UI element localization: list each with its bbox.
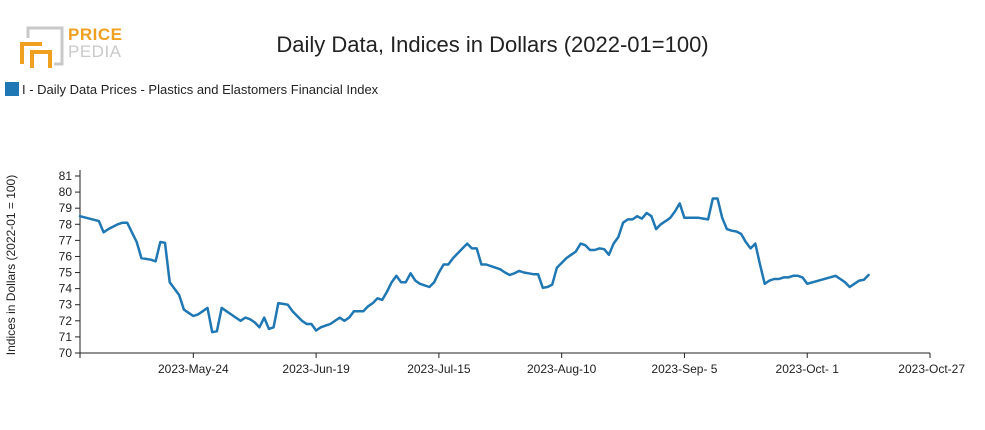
logo-mark-icon	[20, 26, 64, 68]
series-line	[78, 197, 870, 334]
logo-text-pedia: PEDIA	[68, 42, 122, 61]
legend-label: I - Daily Data Prices - Plastics and Ela…	[22, 81, 379, 97]
y-tick-label: 70	[59, 346, 73, 360]
y-tick-label: 78	[59, 217, 73, 231]
y-tick-label: 72	[59, 314, 73, 328]
pricepedia-logo: PRICE PEDIA	[18, 26, 128, 70]
y-tick-label: 80	[59, 185, 73, 199]
x-tick-label: 2023-Oct- 1	[776, 362, 840, 376]
chart-title: Daily Data, Indices in Dollars (2022-01=…	[276, 32, 709, 57]
y-axis-title: Indices in Dollars (2022-01 = 100)	[4, 175, 18, 355]
logo-text-price: PRICE	[68, 25, 123, 44]
y-tick-label: 75	[59, 266, 73, 280]
y-axis: 70 71 72 73 74 75 76 77 78 79 80 81	[59, 169, 81, 360]
x-tick-label: 2023-Sep- 5	[651, 362, 717, 376]
y-tick-label: 81	[59, 169, 73, 183]
x-tick-label: 2023-Jun-19	[282, 362, 350, 376]
x-tick-label: 2023-Oct-27	[898, 362, 965, 376]
legend[interactable]: I - Daily Data Prices - Plastics and Ela…	[5, 81, 378, 97]
y-tick-label: 77	[59, 233, 73, 247]
y-tick-label: 74	[59, 282, 73, 296]
y-tick-label: 76	[59, 249, 73, 263]
x-tick-label: 2023-May-24	[158, 362, 229, 376]
x-tick-label: 2023-Jul-15	[407, 362, 471, 376]
y-tick-label: 73	[59, 298, 73, 312]
legend-swatch	[5, 82, 19, 96]
y-tick-label: 79	[59, 201, 73, 215]
y-tick-label: 71	[59, 330, 73, 344]
series-group	[78, 197, 870, 334]
x-tick-label: 2023-Aug-10	[527, 362, 597, 376]
x-axis: 2023-May-24 2023-Jun-19 2023-Jul-15 2023-Au…	[79, 352, 965, 376]
